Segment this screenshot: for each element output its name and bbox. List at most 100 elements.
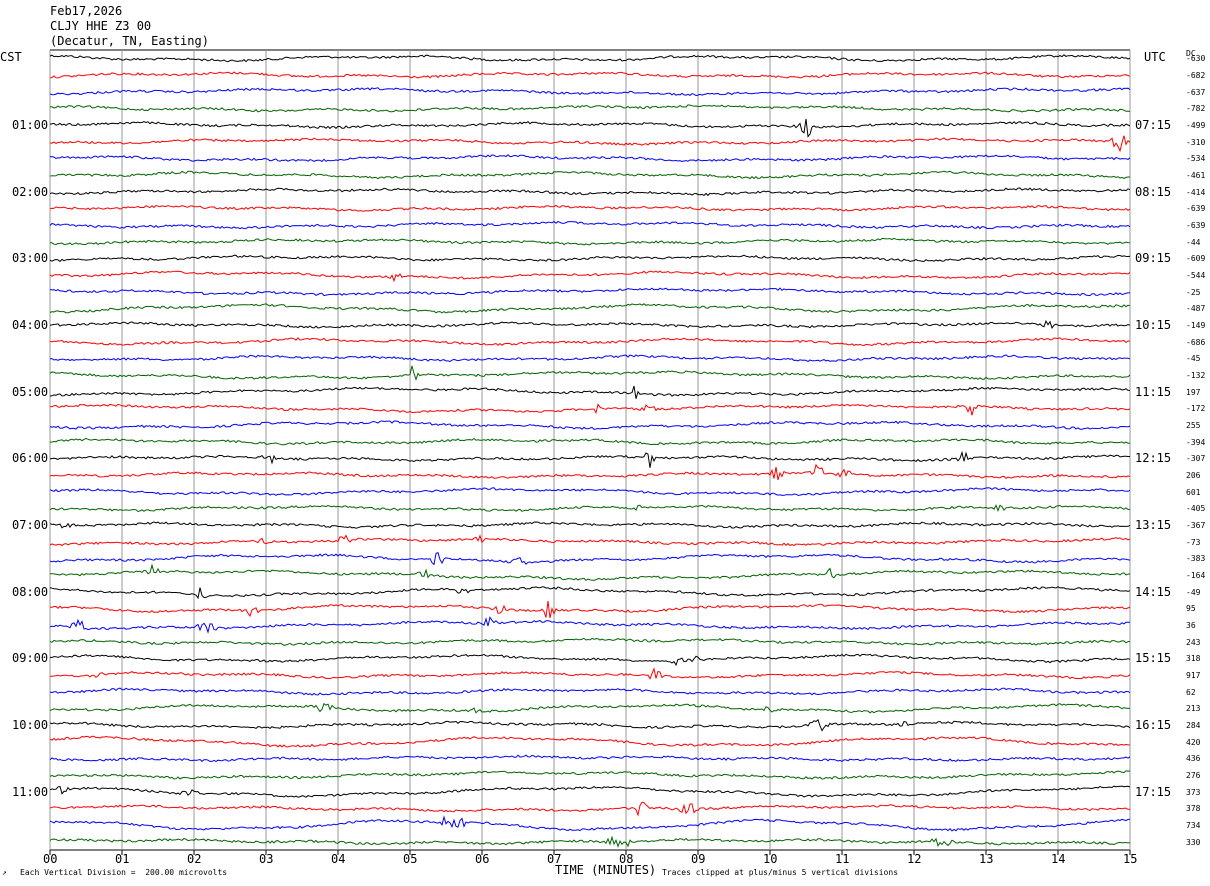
dc-offset-label: -782 — [1186, 104, 1206, 114]
dc-offset-label: -686 — [1186, 337, 1206, 347]
left-hour-label: 05:00 — [12, 384, 49, 399]
trace-line — [49, 104, 1131, 113]
trace-line — [49, 287, 1131, 297]
right-hour-label: 10:15 — [1135, 318, 1172, 332]
trace-line — [49, 586, 1131, 600]
trace-line — [49, 487, 1131, 496]
dc-offset-label: -639 — [1186, 221, 1206, 230]
dc-offset-label: 243 — [1186, 637, 1201, 647]
left-axis-label: CST — [0, 50, 22, 64]
dc-offset-label: -630 — [1186, 54, 1206, 64]
trace-line — [49, 354, 1131, 363]
chart-station: CLJY HHE Z3 00 — [50, 19, 152, 33]
x-tick-label-05: 05 — [403, 852, 418, 866]
x-tick-label-10: 10 — [763, 852, 778, 866]
trace-line — [50, 563, 1131, 581]
right-hour-label: 11:15 — [1135, 384, 1172, 399]
dc-offset-label: 213 — [1186, 704, 1201, 714]
dc-offset-label: 378 — [1186, 804, 1201, 814]
dc-offset-label: -405 — [1186, 504, 1206, 514]
footer-clip: Traces clipped at plus/minus 5 vertical … — [662, 868, 899, 877]
chart-location: (Decatur, TN, Easting) — [50, 34, 209, 48]
left-hour-label: 07:00 — [12, 518, 49, 532]
dc-offset-label: 436 — [1186, 754, 1201, 764]
trace-line — [49, 303, 1131, 314]
right-hour-label: 08:15 — [1135, 184, 1172, 199]
trace-line — [49, 450, 1130, 468]
trace-line — [49, 835, 1131, 848]
dc-offset-label: 601 — [1186, 487, 1201, 497]
dc-offset-label: 95 — [1186, 604, 1196, 614]
trace-line — [49, 616, 1130, 634]
trace-line — [49, 420, 1131, 430]
dc-offset-label: -609 — [1186, 254, 1206, 264]
trace-line — [49, 801, 1131, 817]
x-tick-label-13: 13 — [979, 852, 994, 866]
dc-offset-label: 197 — [1186, 387, 1201, 397]
x-tick-label-08: 08 — [619, 852, 634, 866]
trace-line — [49, 552, 1131, 566]
dc-offset-label: 917 — [1186, 671, 1201, 680]
trace-line — [49, 319, 1131, 329]
right-hour-label: 13:15 — [1135, 518, 1172, 532]
dc-offset-label: 318 — [1186, 654, 1201, 664]
trace-line — [49, 403, 1131, 416]
right-hour-label: 14:15 — [1135, 584, 1172, 599]
right-hour-label: 07:15 — [1135, 118, 1172, 132]
right-hour-label: 09:15 — [1135, 251, 1172, 266]
trace-line — [49, 653, 1131, 667]
dc-offset-label: -49 — [1186, 587, 1201, 597]
trace-line — [49, 437, 1131, 446]
dc-offset-label: -25 — [1186, 287, 1201, 297]
footer-scale-icon: ↗ — [2, 868, 7, 877]
trace-line — [49, 785, 1131, 798]
trace-line — [49, 754, 1131, 762]
x-tick-label-07: 07 — [547, 852, 562, 866]
trace-line — [49, 270, 1131, 283]
dc-offset-label: -534 — [1186, 154, 1206, 164]
dc-offset-label: -310 — [1186, 137, 1206, 147]
dc-offset-label: -367 — [1186, 521, 1206, 530]
trace-line — [49, 463, 1131, 481]
trace-line — [49, 187, 1131, 197]
trace-line — [49, 687, 1131, 696]
dc-offset-label: 276 — [1186, 771, 1201, 780]
trace-line — [49, 220, 1131, 230]
dc-offset-label: -639 — [1186, 204, 1206, 214]
dc-offset-label: 330 — [1186, 837, 1201, 847]
trace-line — [49, 237, 1131, 246]
left-hour-label: 09:00 — [12, 651, 49, 666]
trace-line — [49, 254, 1131, 263]
right-hour-label: 17:15 — [1135, 784, 1172, 799]
left-hour-label: 08:00 — [12, 584, 49, 599]
x-tick-label-12: 12 — [907, 852, 922, 866]
chart-date: Feb17,2026 — [50, 4, 123, 18]
dc-offset-label: 734 — [1186, 821, 1201, 830]
x-tick-label-11: 11 — [835, 852, 850, 866]
trace-line — [49, 735, 1131, 748]
trace-line — [49, 365, 1131, 381]
dc-offset-label: 420 — [1186, 737, 1201, 747]
left-hour-label: 06:00 — [12, 451, 49, 466]
trace-line — [49, 534, 1131, 547]
x-tick-label-00: 00 — [43, 852, 58, 866]
x-tick-label-03: 03 — [259, 852, 274, 866]
right-axis-label: UTC — [1144, 50, 1166, 64]
trace-line — [49, 71, 1131, 79]
x-tick-label-15: 15 — [1123, 852, 1138, 866]
right-hour-label: 16:15 — [1135, 718, 1172, 732]
left-hour-label: 11:00 — [12, 784, 49, 799]
trace-line — [49, 521, 1131, 529]
dc-offset-label: -383 — [1186, 554, 1206, 564]
trace-line — [49, 54, 1131, 63]
dc-offset-label: -637 — [1186, 87, 1206, 97]
trace-line — [49, 154, 1131, 163]
trace-line — [49, 637, 1131, 646]
trace-line — [49, 600, 1131, 619]
dc-offset-label: -544 — [1186, 271, 1206, 280]
left-hour-label: 01:00 — [12, 118, 49, 132]
dc-label: DC — [1186, 49, 1196, 58]
x-tick-label-14: 14 — [1051, 852, 1066, 866]
trace-line — [49, 135, 1131, 153]
